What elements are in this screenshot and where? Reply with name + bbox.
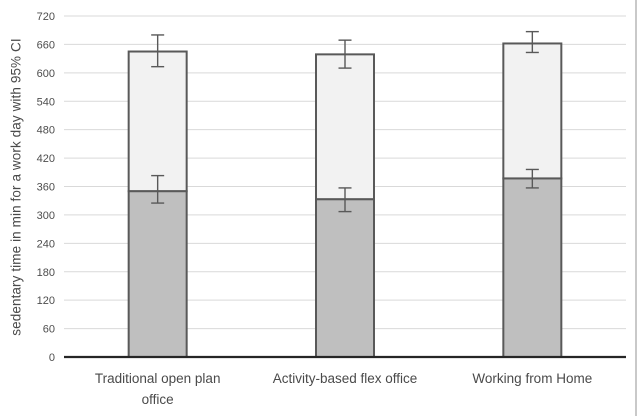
figure-right-border (635, 0, 637, 416)
category-label: Traditional open plan office (94, 371, 221, 407)
category-label: Working from Home (472, 371, 593, 386)
y-tick-label: 60 (43, 324, 55, 336)
y-tick-label: 240 (37, 238, 55, 250)
y-tick-label: 120 (37, 295, 55, 307)
y-tick-label: 180 (37, 267, 55, 279)
bar-segment-top (127, 50, 188, 193)
y-tick-label: 360 (37, 182, 55, 194)
y-tick-label: 0 (49, 352, 55, 364)
y-tick-label: 420 (37, 153, 55, 165)
y-axis-title: sedentary time in min for a work day wit… (8, 38, 24, 336)
bar-segment-bottom (127, 190, 188, 358)
category-label: Activity-based flex office (272, 371, 418, 386)
bar-segment-top (315, 53, 375, 201)
bar-segment-bottom (502, 177, 563, 358)
y-tick-label: 720 (37, 11, 55, 23)
y-tick-label: 540 (37, 96, 55, 108)
y-tick-label: 480 (37, 125, 55, 137)
y-tick-label: 300 (37, 210, 55, 222)
y-tick-label: 600 (37, 68, 55, 80)
bar-segment-bottom (315, 198, 375, 358)
y-tick-label: 660 (37, 39, 55, 51)
bar-segment-top (502, 42, 563, 180)
